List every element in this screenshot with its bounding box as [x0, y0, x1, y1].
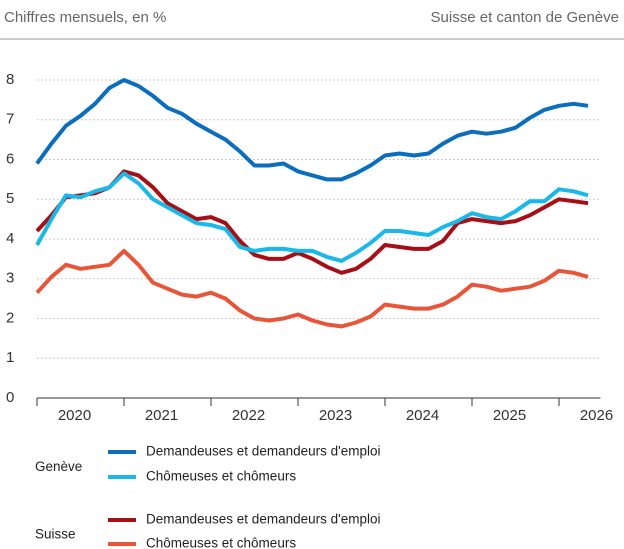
x-tick-label: 2023 — [319, 407, 352, 424]
legend-group: Genève — [35, 459, 82, 474]
y-tick-label: 2 — [6, 309, 14, 326]
series-line — [35, 78, 589, 182]
y-tick-label: 3 — [6, 270, 14, 287]
y-tick-label: 6 — [6, 150, 14, 167]
y-tick-label: 7 — [6, 111, 14, 128]
y-tick-label: 8 — [6, 71, 14, 88]
legend-group: Suisse — [35, 527, 76, 542]
chart-title: Chiffres mensuels, en % — [4, 9, 166, 26]
y-tick-label: 5 — [6, 190, 14, 207]
x-tick-label: 2020 — [58, 407, 91, 424]
x-tick-label: 2026 — [580, 407, 613, 424]
series-line — [35, 169, 589, 275]
x-tick-label: 2025 — [493, 407, 526, 424]
series-line — [35, 171, 589, 263]
chart-subtitle: Suisse et canton de Genève — [431, 9, 619, 26]
legend-label: Demandeuses et demandeurs d'emploi — [146, 444, 380, 459]
x-tick-label: 2021 — [145, 407, 178, 424]
y-tick-label: 1 — [6, 349, 14, 366]
legend-label: Demandeuses et demandeurs d'emploi — [146, 512, 380, 527]
x-tick-label: 2024 — [406, 407, 439, 424]
y-tick-label: 0 — [6, 389, 14, 406]
x-tick-label: 2022 — [232, 407, 265, 424]
y-tick-label: 4 — [6, 230, 14, 247]
legend-label: Chômeuses et chômeurs — [146, 469, 296, 484]
legend-label: Chômeuses et chômeurs — [146, 536, 296, 549]
series-line — [35, 248, 589, 329]
